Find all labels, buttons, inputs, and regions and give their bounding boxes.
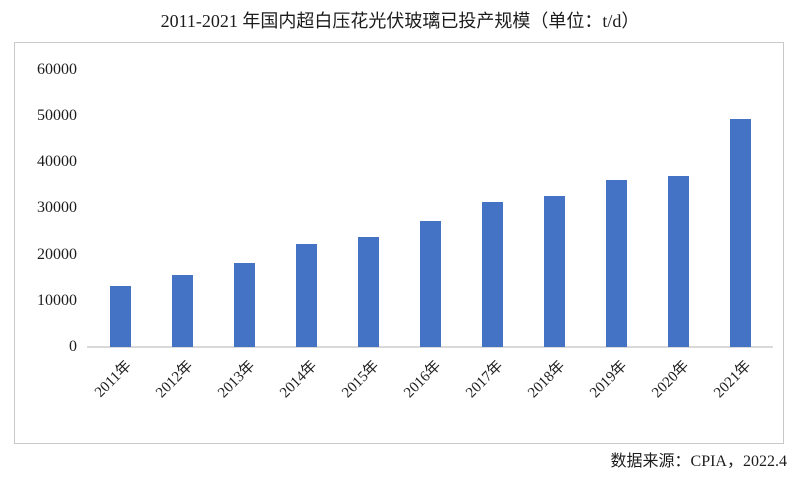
x-tick-label-2016年: 2016年	[401, 358, 445, 402]
bar-2020年	[667, 176, 689, 347]
bar-2018年	[543, 196, 565, 347]
bar-2011年	[109, 286, 131, 347]
y-tick-label-50000: 50000	[37, 107, 77, 125]
bar-2019年	[605, 180, 627, 347]
x-tick-label-2017年: 2017年	[463, 358, 507, 402]
bar-2012年	[171, 275, 193, 347]
chart-title: 2011-2021 年国内超白压花光伏玻璃已投产规模（单位：t/d）	[160, 11, 640, 31]
bar-2016年	[419, 221, 441, 347]
data-source: 数据来源：CPIA，2022.4	[610, 453, 787, 470]
bar-2021年	[729, 119, 751, 347]
bar-2017年	[481, 201, 503, 347]
x-tick-label-2011年: 2011年	[91, 358, 135, 401]
x-tick-label-2021年: 2021年	[711, 358, 755, 402]
bar-2014年	[295, 243, 317, 347]
x-tick-label-2015年: 2015年	[339, 358, 383, 402]
y-tick-label-60000: 60000	[37, 60, 77, 78]
plot-area	[89, 43, 771, 347]
chart-box: 60000 50000 40000 30000 20000 10000 0 2011年 201…	[14, 42, 784, 444]
x-axis-line	[87, 346, 773, 348]
x-tick-label-2020年: 2020年	[649, 358, 693, 402]
y-tick-label-0: 0	[69, 338, 77, 355]
bar-2013年	[233, 262, 255, 347]
bar-2015年	[357, 237, 379, 347]
x-tick-label-2014年: 2014年	[277, 358, 321, 402]
x-tick-label-2012年: 2012年	[153, 358, 197, 402]
y-tick-label-40000: 40000	[37, 153, 77, 171]
y-tick-label-20000: 20000	[37, 245, 77, 263]
x-tick-label-2019年: 2019年	[587, 358, 631, 402]
y-tick-label-10000: 10000	[37, 291, 77, 309]
y-tick-label-30000: 30000	[37, 199, 77, 217]
x-tick-label-2018年: 2018年	[525, 358, 569, 402]
x-tick-label-2013年: 2013年	[215, 358, 259, 402]
